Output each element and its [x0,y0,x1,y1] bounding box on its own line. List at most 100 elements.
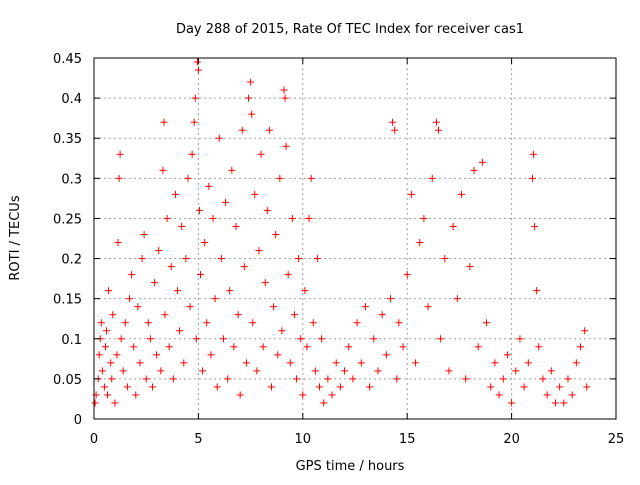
data-point-marker [288,214,296,222]
data-point-marker [261,279,269,287]
data-point-marker [146,335,154,343]
data-point-marker [445,367,453,375]
data-point-marker [395,319,403,327]
y-tick-label: 0.3 [61,172,82,187]
data-point-marker [353,319,361,327]
axis-ticks: 0 5 10 15 20 25 0 0.05 0.1 0.15 0.2 0.25 0.3 0.35 0.4 0… [53,52,624,447]
data-point-marker [171,190,179,198]
data-point-marker [232,222,240,230]
data-point-marker [535,343,543,351]
data-point-marker [435,126,443,134]
data-point-marker [114,239,122,247]
data-point-marker [341,367,349,375]
data-point-marker [267,383,275,391]
data-point-marker [449,222,457,230]
data-point-marker [167,263,175,271]
x-tick-label: 25 [608,432,625,447]
data-point-marker [153,351,161,359]
data-point-marker [370,335,378,343]
data-point-marker [564,375,572,383]
data-point-marker [182,255,190,263]
data-point-marker [374,367,382,375]
data-point-marker [520,383,528,391]
data-point-marker [324,375,332,383]
data-point-marker [265,126,273,134]
data-point-marker [276,174,284,182]
data-point-marker [104,391,112,399]
data-point-marker [224,375,232,383]
data-point-marker [209,214,217,222]
data-point-marker [161,311,169,319]
data-point-marker [572,359,580,367]
data-point-marker [270,303,278,311]
data-point-marker [176,327,184,335]
data-point-marker [230,343,238,351]
data-point-marker [217,255,225,263]
data-point-marker [203,319,211,327]
data-point-marker [495,391,503,399]
data-point-marker [191,94,199,102]
data-point-marker [160,118,168,126]
data-point-marker [219,335,227,343]
data-point-marker [508,399,516,407]
data-point-marker [357,359,365,367]
data-point-marker [301,287,309,295]
data-point-marker [236,391,244,399]
data-point-marker [399,343,407,351]
data-point-marker [313,255,321,263]
data-point-marker [282,142,290,150]
data-point-marker [560,399,568,407]
y-tick-label: 0.15 [53,293,82,308]
y-tick-label: 0.25 [53,212,82,227]
data-point-marker [194,66,202,74]
data-point-marker [109,311,117,319]
data-point-marker [192,335,200,343]
data-point-marker [91,399,99,407]
data-point-marker [499,375,507,383]
data-point-marker [295,255,303,263]
data-point-marker [259,343,267,351]
data-point-marker [213,383,221,391]
data-point-marker [195,206,203,214]
data-point-marker [366,383,374,391]
data-point-marker [280,86,288,94]
data-point-marker [211,295,219,303]
data-point-marker [547,367,555,375]
data-point-marker [207,351,215,359]
data-point-marker [320,399,328,407]
data-point-marker [361,303,369,311]
data-point-marker [462,375,470,383]
data-point-marker [424,303,432,311]
data-point-marker [157,367,165,375]
data-point-marker [257,150,265,158]
data-point-marker [163,214,171,222]
data-point-marker [255,247,263,255]
data-point-marker [311,367,319,375]
data-point-marker [119,367,127,375]
data-point-marker [503,351,511,359]
data-point-marker [248,110,256,118]
data-point-marker [174,287,182,295]
data-point-marker [249,319,257,327]
data-point-marker [247,78,255,86]
data-point-marker [290,311,298,319]
data-point-marker [316,383,324,391]
data-point-marker [297,335,305,343]
data-point-marker [190,118,198,126]
data-point-marker [286,359,294,367]
data-point-marker [281,94,289,102]
data-point-marker [583,383,591,391]
data-point-marker [107,359,115,367]
data-point-marker [303,343,311,351]
data-point-marker [196,271,204,279]
data-point-marker [215,134,223,142]
x-tick-label: 10 [295,432,312,447]
data-point-marker [491,359,499,367]
x-tick-label: 5 [194,432,202,447]
data-point-marker [184,174,192,182]
data-point-marker [428,174,436,182]
data-point-marker [97,319,105,327]
data-point-marker [528,174,536,182]
